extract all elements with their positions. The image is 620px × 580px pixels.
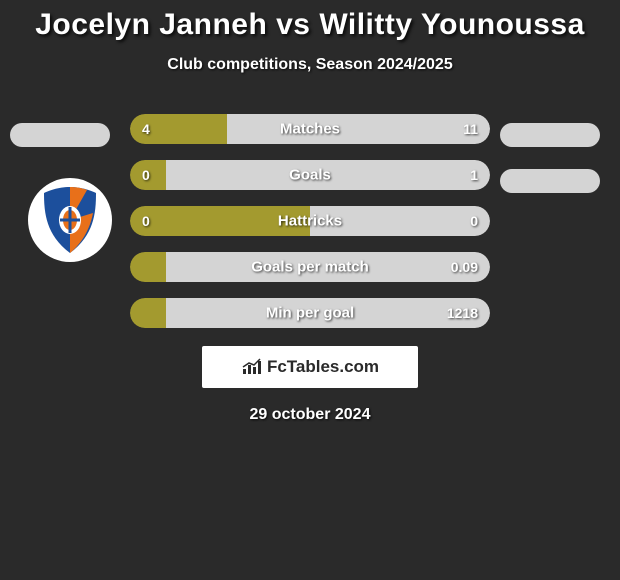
stat-value-right: 1218 bbox=[447, 305, 478, 321]
stat-bar: Matches 4 11 bbox=[130, 114, 490, 144]
stat-bar: Goals per match 0.09 bbox=[130, 252, 490, 282]
stat-bar: Min per goal 1218 bbox=[130, 298, 490, 328]
fctables-logo[interactable]: FcTables.com bbox=[202, 346, 418, 388]
date-label: 29 october 2024 bbox=[0, 406, 620, 424]
chart-icon bbox=[241, 358, 263, 376]
subtitle: Club competitions, Season 2024/2025 bbox=[0, 56, 620, 74]
stat-value-left: 0 bbox=[142, 213, 150, 229]
player-pill-left bbox=[10, 123, 110, 147]
stat-label: Goals per match bbox=[251, 259, 369, 276]
stat-bar-left-fill bbox=[130, 252, 166, 282]
stat-value-right: 0 bbox=[470, 213, 478, 229]
stat-bar: Hattricks 0 0 bbox=[130, 206, 490, 236]
stat-label: Goals bbox=[289, 167, 331, 184]
stat-row: Goals per match 0.09 bbox=[0, 252, 620, 282]
stat-bar-left-fill bbox=[130, 298, 166, 328]
page-title: Jocelyn Janneh vs Wilitty Younoussa bbox=[0, 8, 620, 42]
logo-text: FcTables.com bbox=[267, 357, 379, 377]
stat-value-right: 1 bbox=[470, 167, 478, 183]
player-pill-right bbox=[500, 169, 600, 193]
stat-value-left: 0 bbox=[142, 167, 150, 183]
stat-value-right: 11 bbox=[463, 121, 478, 137]
comparison-card: Jocelyn Janneh vs Wilitty Younoussa Club… bbox=[0, 0, 620, 424]
club-badge-left bbox=[28, 178, 112, 262]
player-pill-right bbox=[500, 123, 600, 147]
stat-label: Min per goal bbox=[266, 305, 354, 322]
stat-row: Min per goal 1218 bbox=[0, 298, 620, 328]
club-badge-shield-icon bbox=[40, 185, 100, 255]
stat-value-left: 4 bbox=[142, 121, 150, 137]
stat-label: Matches bbox=[280, 121, 340, 138]
stat-value-right: 0.09 bbox=[451, 259, 478, 275]
stat-bar: Goals 0 1 bbox=[130, 160, 490, 190]
stat-bar-right-fill bbox=[227, 114, 490, 144]
stat-label: Hattricks bbox=[278, 213, 342, 230]
